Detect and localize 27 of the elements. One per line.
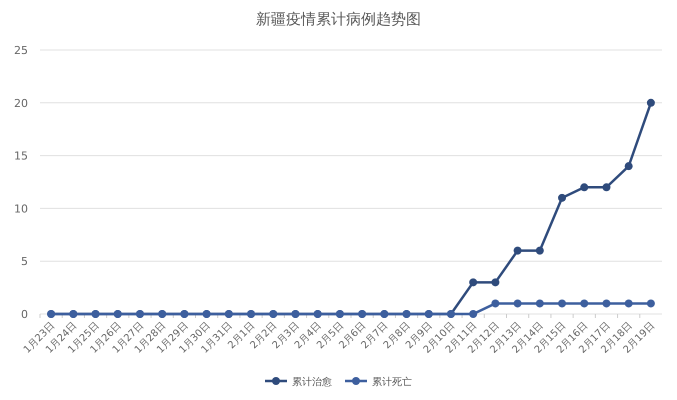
point [491,278,500,286]
point [624,299,633,308]
point [646,98,655,107]
y-tick-label: 10 [14,202,28,216]
point [536,246,544,255]
point [514,246,522,255]
legend-label: 累计死亡 [372,376,412,388]
y-tick-label: 15 [14,150,28,163]
y-tick-label: 25 [14,44,28,57]
point [469,310,478,318]
y-tick-label: 5 [21,255,28,268]
point [469,278,478,286]
point [624,162,633,170]
point [536,299,544,308]
point [558,299,566,308]
y-tick-label: 0 [21,308,28,321]
y-tick-label: 20 [14,96,28,110]
point [602,183,610,192]
point [558,194,566,202]
point [646,299,655,308]
point [580,299,588,308]
point [580,183,588,192]
legend-label: 累计治愈 [292,376,332,388]
chart-title: 新疆疫情累计病例趋势图 [256,10,421,28]
point [514,299,522,308]
point [602,299,610,308]
point [491,299,500,308]
